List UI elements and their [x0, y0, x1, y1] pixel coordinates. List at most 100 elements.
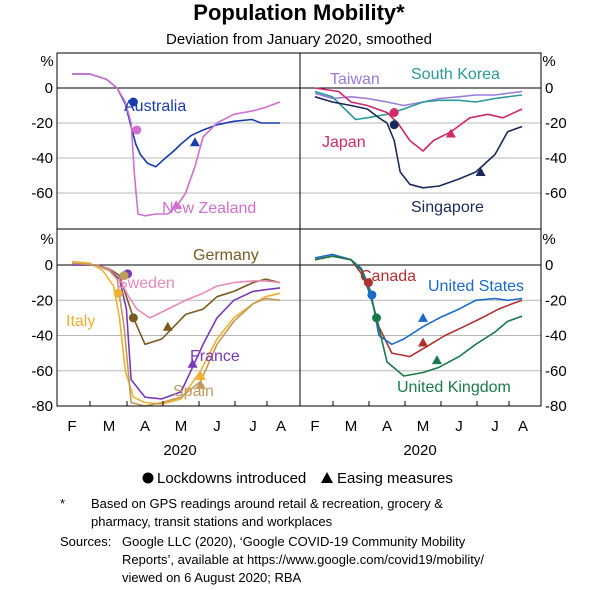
series-label-united-states: United States: [428, 278, 524, 295]
series-line-france: [72, 264, 281, 400]
easing-marker-france: [187, 358, 198, 368]
footnote-star: *: [60, 496, 65, 511]
series-line-germany: [72, 264, 281, 346]
y-tick-label-left: -40: [31, 150, 53, 167]
series-label-new-zealand: New Zealand: [162, 200, 256, 217]
lockdown-marker-singapore: [389, 120, 399, 130]
easing-marker-spain: [195, 379, 206, 389]
y-tick-label-left: 0: [45, 257, 53, 274]
series-label-germany: Germany: [193, 247, 259, 264]
unit-label: %: [542, 53, 555, 70]
x-tick-label-right: M: [417, 418, 430, 435]
series-line-new-zealand: [72, 73, 281, 217]
easing-marker-germany: [162, 321, 173, 331]
y-tick-label-left: -60: [31, 185, 53, 202]
easing-marker-canada: [418, 337, 428, 347]
y-tick-label-right: -80: [545, 398, 567, 415]
easing-legend-marker: [321, 472, 333, 483]
y-tick-label-right: -60: [545, 363, 567, 380]
y-tick-label-left: 0: [45, 80, 53, 97]
series-label-taiwan: Taiwan: [330, 71, 380, 88]
x-tick-label-left: F: [67, 418, 76, 435]
series-label-south-korea: South Korea: [411, 66, 500, 83]
series-label-japan: Japan: [322, 134, 366, 151]
lockdown-marker-united-kingdom: [372, 313, 382, 323]
year-label-right: 2020: [403, 442, 436, 459]
lockdown-marker-spain: [119, 271, 129, 281]
x-tick-label-right: M: [345, 418, 358, 435]
chart-subtitle: Deviation from January 2020, smoothed: [166, 31, 432, 48]
x-tick-label-right: A: [382, 418, 392, 435]
series-line-south-korea: [314, 90, 523, 121]
unit-label: %: [40, 231, 53, 248]
series-line-spain: [71, 262, 281, 407]
series-line-united-kingdom: [314, 255, 523, 377]
lockdown-marker-united-states: [367, 290, 377, 300]
lockdown-marker-germany: [128, 313, 138, 323]
x-tick-label-left: J: [249, 418, 257, 435]
x-tick-label-right: F: [310, 418, 319, 435]
unit-label: %: [542, 231, 555, 248]
x-tick-label-left: M: [175, 418, 188, 435]
axes-text: %%% % 0 0 -20 -20 -40 -40 -60 -60 0 0 -20 -20 -40 -40 -6…: [31, 53, 566, 459]
footnote-text-2: pharmacy, transit stations and workplace…: [91, 514, 333, 529]
y-tick-label-right: -20: [545, 115, 567, 132]
y-tick-label-right: -40: [545, 150, 567, 167]
y-tick-label-left: -60: [31, 363, 53, 380]
y-tick-label-left: -20: [31, 115, 53, 132]
easing-marker-japan: [445, 128, 456, 138]
lockdown-marker-japan: [389, 108, 399, 117]
lockdown-marker-australia: [128, 97, 138, 107]
x-tick-label-right: J: [455, 418, 463, 435]
series-label-italy: Italy: [66, 313, 95, 330]
series-line-italy: [71, 260, 281, 406]
y-tick-label-right: -60: [545, 185, 567, 202]
series-line-sweden: [72, 264, 281, 319]
footnotes: * Based on GPS readings around retail & …: [60, 496, 484, 585]
unit-label: %: [40, 53, 53, 70]
easing-marker-united-states: [418, 312, 428, 322]
x-tick-label-left: A: [276, 418, 286, 435]
lockdown-marker-new-zealand: [132, 125, 142, 135]
footnote-text-1: Based on GPS readings around retail & re…: [91, 496, 443, 511]
series-label-canada: Canada: [360, 268, 416, 285]
lockdown-marker-canada: [363, 278, 373, 288]
x-tick-label-left: M: [103, 418, 116, 435]
x-tick-label-right: A: [518, 418, 528, 435]
sources-text-2: Reports’, available at https://www.googl…: [122, 552, 484, 567]
y-tick-label-right: 0: [545, 80, 553, 97]
easing-marker-new-zealand: [171, 200, 182, 210]
series-label-sweden: Sweden: [117, 275, 175, 292]
series-line-canada: [314, 255, 523, 358]
sources-text-1: Google LLC (2020), ‘Google COVID-19 Comm…: [122, 534, 466, 549]
y-tick-label-right: -40: [545, 328, 567, 345]
x-tick-label-left: A: [140, 418, 150, 435]
series-label-australia: Australia: [124, 98, 186, 115]
x-tick-label-left: J: [213, 418, 221, 435]
series-line-united-states: [314, 253, 523, 346]
series-label-france: France: [190, 348, 240, 365]
y-tick-label-right: -20: [545, 292, 567, 309]
easing-marker-australia: [189, 137, 200, 147]
series-line-singapore: [314, 96, 523, 189]
y-tick-label-left: -40: [31, 328, 53, 345]
series-label-spain: Spain: [173, 383, 214, 400]
easing-marker-italy: [195, 371, 206, 381]
lockdown-marker-italy: [113, 288, 123, 298]
year-label-left: 2020: [163, 442, 196, 459]
y-tick-label-right: 0: [545, 257, 553, 274]
legend: Lockdowns introduced Easing measures: [142, 470, 453, 487]
panels: Australia New Zealand Taiwan South Korea Jap…: [56, 52, 542, 407]
lockdown-legend-marker: [142, 472, 154, 484]
y-tick-label-left: -20: [31, 292, 53, 309]
series-label-singapore: Singapore: [411, 199, 484, 216]
chart-title: Population Mobility*: [193, 0, 405, 25]
series-line-japan: [314, 87, 523, 152]
easing-marker-united-kingdom: [431, 355, 442, 365]
easing-legend-label: Easing measures: [337, 470, 453, 487]
lockdown-legend-label: Lockdowns introduced: [157, 470, 306, 487]
sources-label: Sources:: [60, 534, 111, 549]
y-tick-label-left: -80: [31, 398, 53, 415]
series-label-united-kingdom: United Kingdom: [397, 379, 511, 396]
